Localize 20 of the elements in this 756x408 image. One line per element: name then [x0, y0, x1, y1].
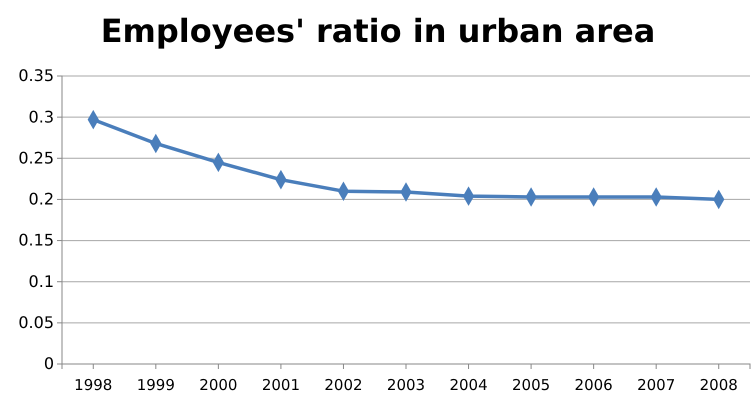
- y-tick-label: 0.35: [18, 66, 54, 86]
- x-tick-label: 2006: [574, 376, 613, 394]
- x-tick-label: 2008: [700, 376, 738, 394]
- y-tick-label: 0.3: [28, 107, 54, 126]
- x-tick-label: 1999: [136, 376, 175, 394]
- y-tick-label: 0.15: [18, 230, 54, 250]
- x-tick-label: 2007: [637, 376, 676, 394]
- y-tick-label: 0.05: [18, 312, 54, 332]
- x-tick-label: 1998: [74, 376, 112, 394]
- x-tick-label: 2002: [324, 376, 363, 394]
- x-tick-label: 2003: [386, 376, 426, 394]
- y-tick-label: 0.1: [28, 272, 54, 291]
- y-tick-label: 0.25: [18, 148, 54, 168]
- x-tick-label: 2005: [512, 376, 550, 394]
- y-tick-label: 0: [44, 354, 54, 374]
- y-tick-label: 0.2: [28, 190, 54, 209]
- chart-title: Employees' ratio in urban area: [100, 12, 656, 50]
- x-tick-label: 2001: [262, 376, 300, 394]
- x-tick-label: 2000: [199, 376, 238, 394]
- x-tick-label: 2004: [449, 376, 488, 394]
